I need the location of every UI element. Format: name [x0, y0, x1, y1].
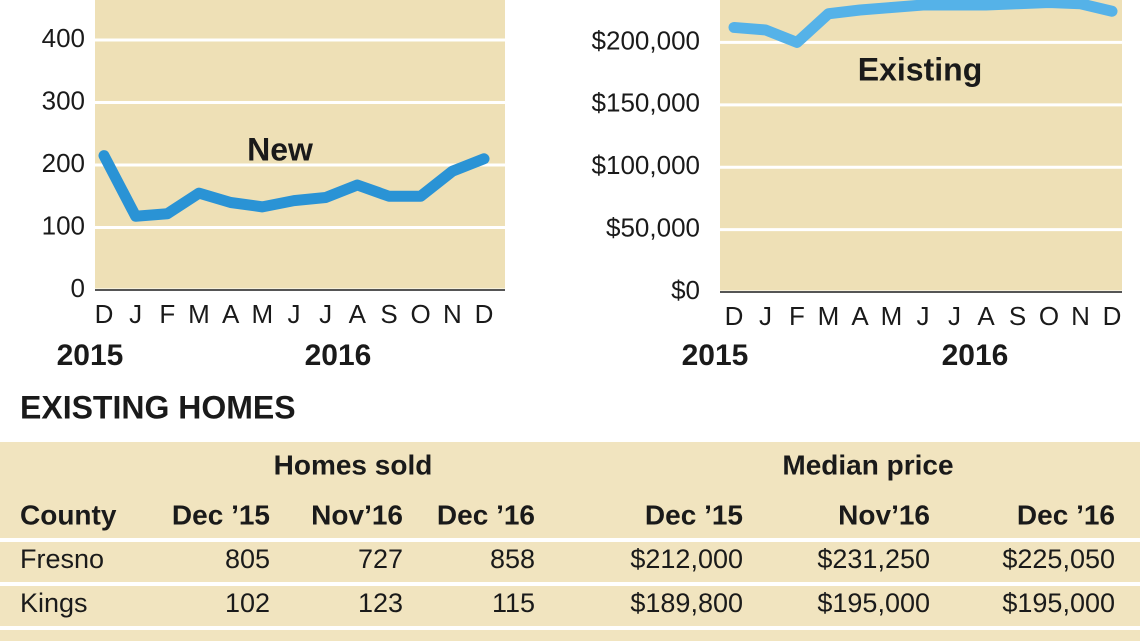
y-tick-label: 0 — [71, 273, 85, 303]
x-tick-label: D — [95, 299, 114, 329]
x-tick-label: M — [818, 301, 840, 331]
y-tick-label: 100 — [42, 210, 85, 240]
x-tick-label: A — [222, 299, 240, 329]
x-tick-label: D — [1103, 301, 1122, 331]
x-tick-label: J — [319, 299, 332, 329]
table-cell: $212,000 — [630, 544, 743, 574]
x-tick-label: J — [759, 301, 772, 331]
column-header: Dec ’15 — [645, 499, 743, 530]
y-tick-label: $200,000 — [592, 25, 700, 55]
x-tick-label: D — [475, 299, 494, 329]
x-tick-label: A — [349, 299, 367, 329]
column-header: Nov’16 — [311, 499, 403, 530]
column-header: Dec ’16 — [437, 499, 535, 530]
group-header: Median price — [782, 449, 953, 480]
table-cell: 123 — [358, 588, 403, 618]
y-tick-label: 400 — [42, 23, 85, 53]
year-label: 2015 — [682, 339, 749, 372]
table-cell: $225,050 — [1002, 544, 1115, 574]
y-tick-label: $150,000 — [592, 88, 700, 118]
y-tick-label: $100,000 — [592, 150, 700, 180]
table-cell: 115 — [492, 588, 535, 618]
x-tick-label: M — [251, 299, 273, 329]
x-tick-label: J — [917, 301, 930, 331]
year-label: 2016 — [942, 339, 1009, 372]
x-tick-label: S — [380, 299, 397, 329]
table-cell: 858 — [490, 544, 535, 574]
annotation: Existing — [858, 51, 982, 87]
x-tick-label: N — [443, 299, 462, 329]
table-cell: $195,000 — [1002, 588, 1115, 618]
table-cell: $231,250 — [817, 544, 930, 574]
group-header: Homes sold — [274, 449, 433, 480]
x-tick-label: A — [851, 301, 869, 331]
table-cell: 102 — [225, 588, 270, 618]
plot-area — [95, 0, 505, 290]
plot-area — [720, 0, 1122, 292]
table-title: EXISTING HOMES — [20, 389, 296, 425]
table-cell: $195,000 — [817, 588, 930, 618]
x-tick-label: N — [1071, 301, 1090, 331]
table-cell: Fresno — [20, 544, 104, 574]
table-cell: 727 — [358, 544, 403, 574]
y-tick-label: 200 — [42, 148, 85, 178]
table-cell: 805 — [225, 544, 270, 574]
year-label: 2016 — [305, 339, 372, 372]
y-tick-label: 300 — [42, 85, 85, 115]
x-tick-label: O — [411, 299, 431, 329]
x-tick-label: M — [188, 299, 210, 329]
x-tick-label: J — [288, 299, 301, 329]
y-tick-label: $50,000 — [606, 212, 700, 242]
column-header: County — [20, 499, 117, 530]
annotation: New — [247, 131, 313, 167]
x-tick-label: F — [789, 301, 805, 331]
data-line — [98, 150, 490, 222]
x-tick-label: M — [881, 301, 903, 331]
x-tick-label: D — [725, 301, 744, 331]
row-separator — [0, 626, 1140, 630]
x-tick-label: A — [977, 301, 995, 331]
x-tick-label: J — [948, 301, 961, 331]
y-tick-label: $0 — [671, 275, 700, 305]
column-header: Nov’16 — [838, 499, 930, 530]
column-header: Dec ’15 — [172, 499, 270, 530]
row-separator — [0, 538, 1140, 542]
x-tick-label: F — [159, 299, 175, 329]
data-line — [728, 0, 1118, 48]
table-cell: $189,800 — [630, 588, 743, 618]
x-tick-label: O — [1039, 301, 1059, 331]
row-separator — [0, 582, 1140, 586]
x-tick-label: S — [1009, 301, 1026, 331]
x-tick-label: J — [129, 299, 142, 329]
table-cell: Kings — [20, 588, 88, 618]
column-header: Dec ’16 — [1017, 499, 1115, 530]
year-label: 2015 — [57, 339, 124, 372]
